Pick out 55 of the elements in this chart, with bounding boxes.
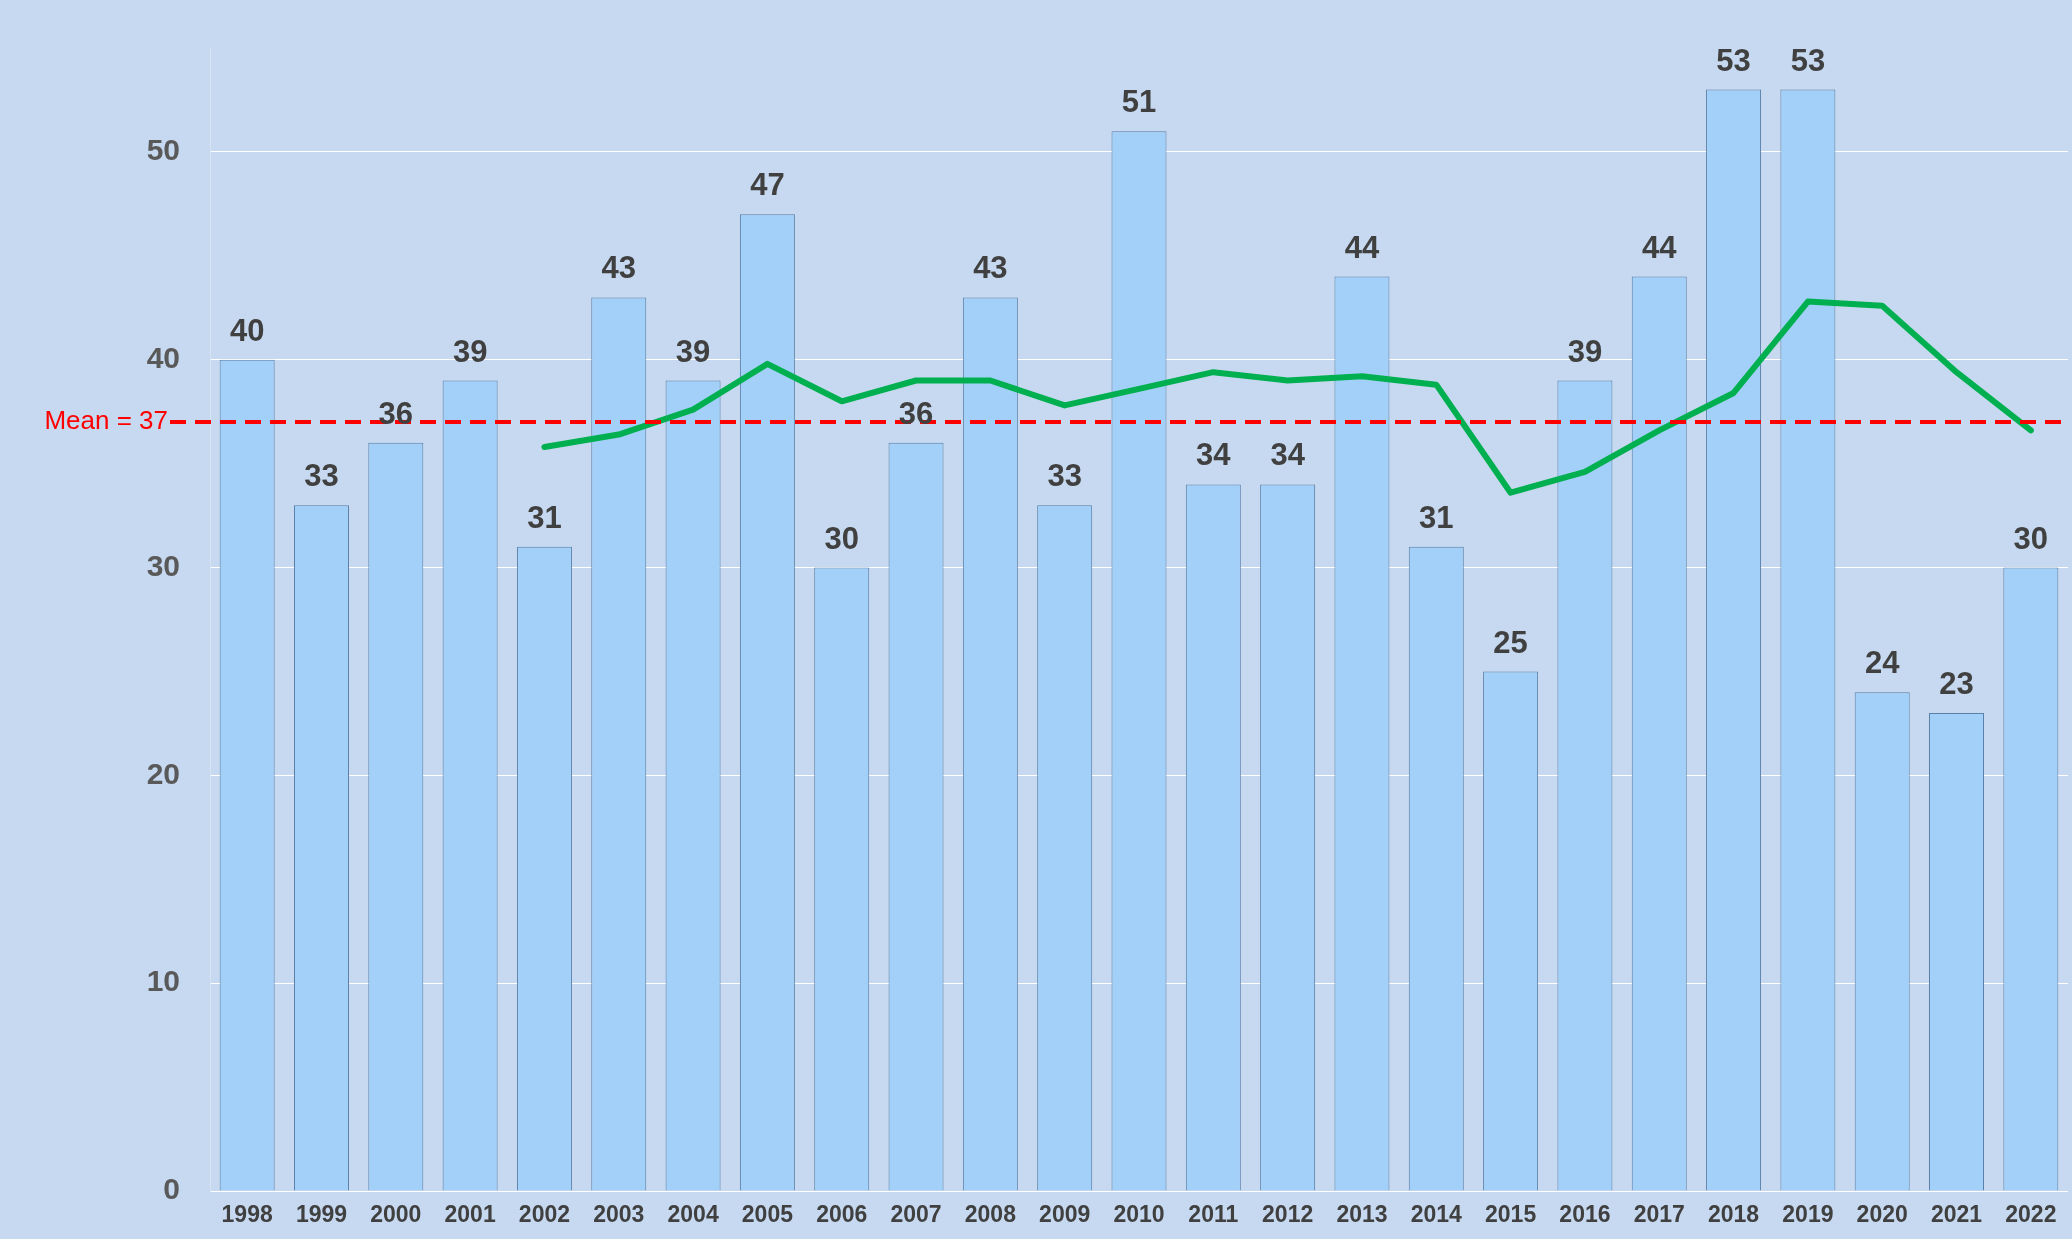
x-tick-label: 2008 — [964, 1201, 1017, 1228]
x-tick-label: 2003 — [593, 1201, 645, 1228]
y-tick-label: 0 — [163, 1172, 180, 1206]
y-tick-label: 50 — [146, 133, 180, 167]
data-label: 39 — [452, 333, 488, 369]
x-tick-label: 2002 — [518, 1201, 571, 1228]
x-tick-label: 2000 — [370, 1201, 422, 1228]
data-label: 34 — [1270, 437, 1306, 473]
x-tick-label: 2016 — [1559, 1201, 1611, 1228]
y-tick-label: 20 — [146, 756, 180, 790]
x-tick-label: 2020 — [1856, 1201, 1908, 1228]
y-tick-label: 30 — [146, 548, 180, 582]
data-label: 40 — [229, 312, 265, 348]
x-tick-label: 2013 — [1336, 1201, 1388, 1228]
x-tick-label: 2017 — [1633, 1201, 1685, 1228]
data-label: 33 — [304, 458, 339, 494]
x-tick-label: 2006 — [816, 1201, 868, 1228]
x-tick-label: 2007 — [890, 1201, 942, 1228]
x-tick-label: 2001 — [444, 1201, 496, 1228]
y-tick-label: 40 — [146, 340, 180, 374]
data-label: 31 — [1419, 499, 1454, 535]
x-tick-label: 2014 — [1410, 1201, 1463, 1228]
data-label: 34 — [1196, 437, 1232, 473]
x-tick-label: 1999 — [295, 1201, 348, 1228]
data-label: 43 — [601, 250, 636, 286]
x-tick-label: 2022 — [2005, 1201, 2057, 1228]
data-label: 44 — [1344, 229, 1380, 265]
data-label: 33 — [1047, 458, 1082, 494]
x-tick-label: 2004 — [667, 1201, 719, 1228]
data-label: 39 — [675, 333, 711, 369]
x-tick-label: 2012 — [1262, 1201, 1314, 1228]
x-tick-label: 2021 — [1930, 1201, 1983, 1228]
data-label: 31 — [527, 499, 562, 535]
data-label: 47 — [750, 167, 785, 203]
data-label: 53 — [1716, 42, 1751, 78]
x-tick-label: 2010 — [1113, 1201, 1165, 1228]
data-label: 24 — [1864, 645, 1901, 681]
x-tick-label: 2005 — [741, 1201, 794, 1228]
y-tick-label: 10 — [146, 964, 180, 998]
data-label: 53 — [1790, 42, 1826, 78]
data-label: 30 — [824, 520, 859, 556]
data-label: 30 — [2013, 520, 2049, 556]
x-tick-label: 2015 — [1485, 1201, 1537, 1228]
data-label: 23 — [1939, 666, 1974, 702]
data-label: 44 — [1642, 229, 1678, 265]
data-label: 51 — [1121, 84, 1157, 120]
ref-line-label: Mean = 37 — [44, 405, 168, 436]
x-tick-label: 2018 — [1707, 1201, 1760, 1228]
data-label: 43 — [973, 250, 1008, 286]
x-tick-label: 2019 — [1782, 1201, 1834, 1228]
x-tick-label: 1998 — [221, 1201, 273, 1228]
data-label: 25 — [1493, 624, 1528, 660]
data-label: 39 — [1567, 333, 1603, 369]
x-tick-label: 2009 — [1039, 1201, 1091, 1228]
x-tick-label: 2011 — [1188, 1201, 1239, 1228]
